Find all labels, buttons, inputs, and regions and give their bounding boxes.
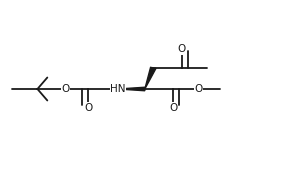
- Text: O: O: [84, 103, 92, 112]
- Text: O: O: [62, 84, 70, 94]
- Text: O: O: [194, 84, 203, 94]
- Text: O: O: [178, 44, 186, 54]
- Text: HN: HN: [110, 84, 126, 94]
- Polygon shape: [145, 67, 156, 89]
- Text: O: O: [169, 103, 177, 112]
- Polygon shape: [118, 87, 145, 91]
